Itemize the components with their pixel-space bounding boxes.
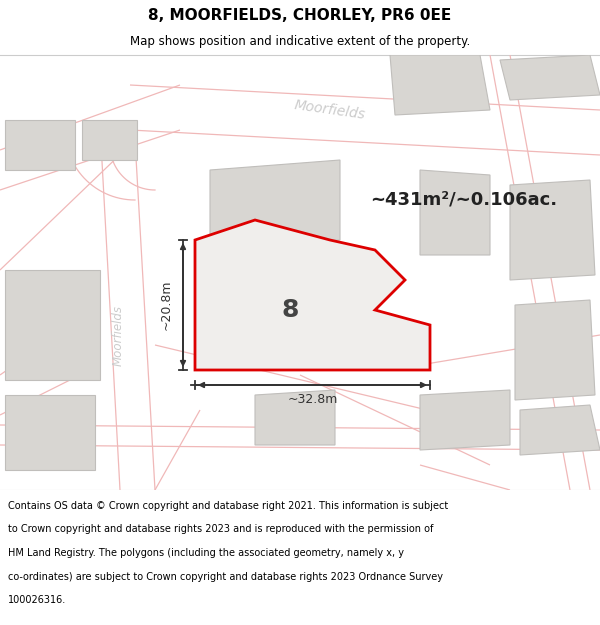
Polygon shape [390,55,490,115]
Text: Contains OS data © Crown copyright and database right 2021. This information is : Contains OS data © Crown copyright and d… [8,501,448,511]
Polygon shape [255,390,335,445]
Text: ~32.8m: ~32.8m [287,393,338,406]
Polygon shape [195,220,430,370]
Text: Moorfields: Moorfields [112,304,125,366]
Bar [5,395,95,470]
Text: ~431m²/~0.106ac.: ~431m²/~0.106ac. [370,191,557,209]
Polygon shape [500,55,600,100]
Bar [5,270,100,380]
Polygon shape [510,180,595,280]
Polygon shape [420,390,510,450]
Text: 8: 8 [281,298,299,322]
Text: ~20.8m: ~20.8m [160,280,173,330]
Bar [5,120,75,170]
Text: 8, MOORFIELDS, CHORLEY, PR6 0EE: 8, MOORFIELDS, CHORLEY, PR6 0EE [148,8,452,23]
Polygon shape [520,405,600,455]
Text: to Crown copyright and database rights 2023 and is reproduced with the permissio: to Crown copyright and database rights 2… [8,524,433,534]
Polygon shape [515,300,595,400]
Polygon shape [420,170,490,255]
Bar [82,120,137,160]
Text: Moorfields: Moorfields [293,98,367,122]
Text: Map shows position and indicative extent of the property.: Map shows position and indicative extent… [130,35,470,48]
Text: HM Land Registry. The polygons (including the associated geometry, namely x, y: HM Land Registry. The polygons (includin… [8,548,404,558]
Polygon shape [210,160,340,250]
Text: co-ordinates) are subject to Crown copyright and database rights 2023 Ordnance S: co-ordinates) are subject to Crown copyr… [8,572,443,582]
Text: 100026316.: 100026316. [8,595,66,605]
